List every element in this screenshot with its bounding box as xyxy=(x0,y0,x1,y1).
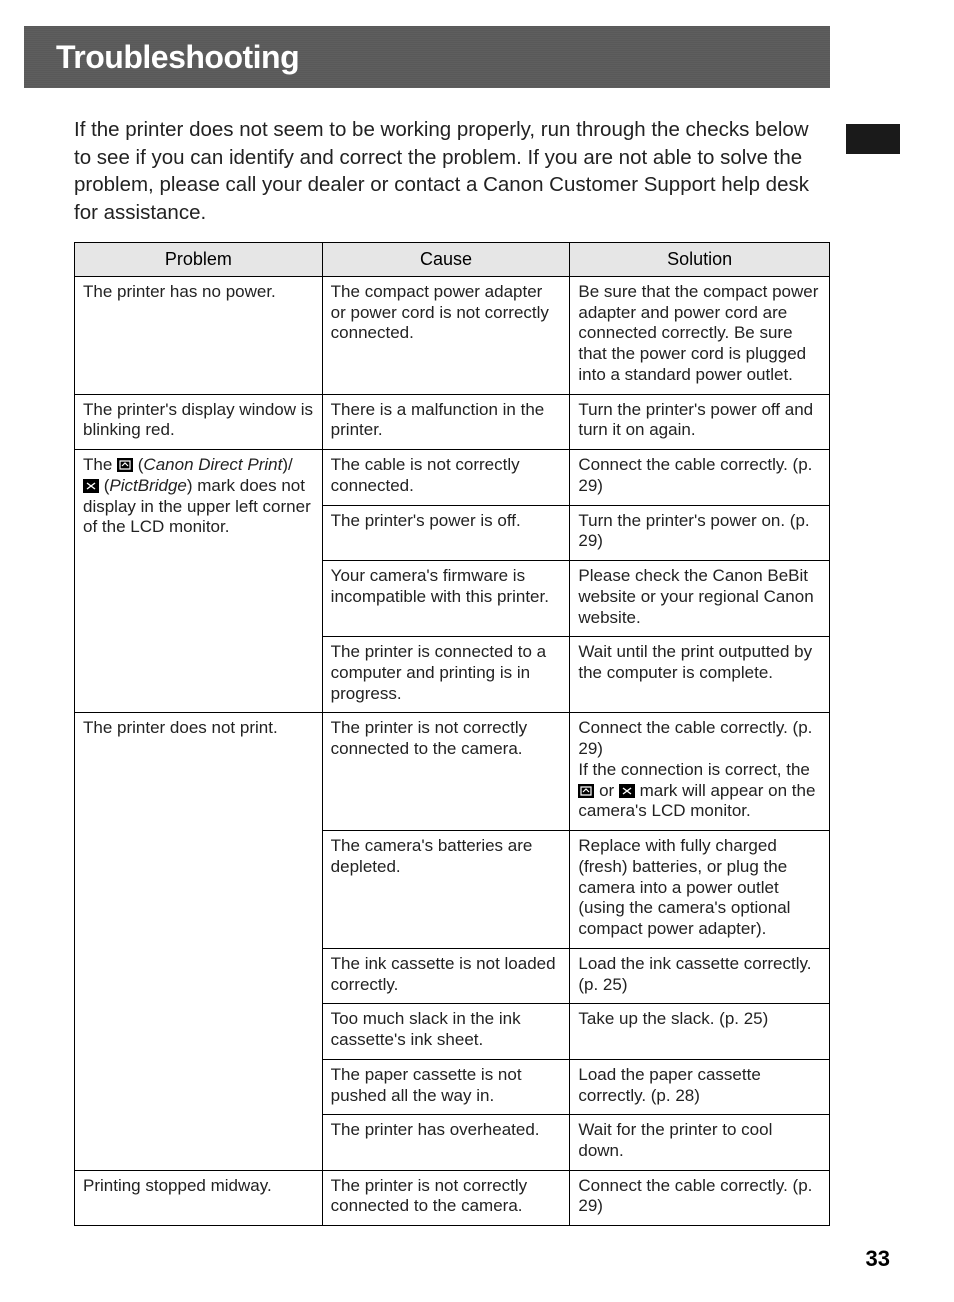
cell-solution: Connect the cable correctly. (p. 29) If … xyxy=(570,713,830,831)
cell-solution: Please check the Canon BeBit website or … xyxy=(570,561,830,637)
cell-solution: Connect the cable correctly. (p. 29) xyxy=(570,1170,830,1225)
cell-cause: There is a malfunction in the printer. xyxy=(322,394,570,449)
section-header: Troubleshooting xyxy=(24,26,830,88)
cell-cause: The printer is connected to a computer a… xyxy=(322,637,570,713)
cell-solution: Be sure that the compact power adapter a… xyxy=(570,277,830,395)
cell-cause: The ink cassette is not loaded correctly… xyxy=(322,948,570,1003)
cell-solution: Load the paper cassette correctly. (p. 2… xyxy=(570,1059,830,1114)
cell-cause: Your camera's firmware is incompatible w… xyxy=(322,561,570,637)
cell-cause: The printer has overheated. xyxy=(322,1115,570,1170)
text: Connect the cable correctly. (p. 29) If … xyxy=(578,718,812,778)
header-solution: Solution xyxy=(570,243,830,277)
text: PictBridge xyxy=(109,476,186,495)
direct-print-icon xyxy=(117,458,133,472)
intro-paragraph: If the printer does not seem to be worki… xyxy=(74,116,814,227)
cell-cause: The printer is not correctly connected t… xyxy=(322,713,570,831)
text: ( xyxy=(133,455,143,474)
table-header-row: Problem Cause Solution xyxy=(75,243,830,277)
cell-solution: Turn the printer's power off and turn it… xyxy=(570,394,830,449)
table-row: The (Canon Direct Print)/ (PictBridge) m… xyxy=(75,450,830,505)
text: )/ xyxy=(282,455,292,474)
cell-problem: The printer's display window is blinking… xyxy=(75,394,323,449)
cell-problem: Printing stopped midway. xyxy=(75,1170,323,1225)
table-row: Printing stopped midway. The printer is … xyxy=(75,1170,830,1225)
cell-cause: Too much slack in the ink cassette's ink… xyxy=(322,1004,570,1059)
cell-solution: Connect the cable correctly. (p. 29) xyxy=(570,450,830,505)
header-cause: Cause xyxy=(322,243,570,277)
table-row: The printer's display window is blinking… xyxy=(75,394,830,449)
cell-solution: Wait until the print outputted by the co… xyxy=(570,637,830,713)
page-edge-tab xyxy=(846,124,900,154)
section-title: Troubleshooting xyxy=(56,39,299,76)
cell-solution: Replace with fully charged (fresh) batte… xyxy=(570,831,830,949)
text: or xyxy=(594,781,619,800)
direct-print-icon xyxy=(578,784,594,798)
cell-cause: The camera's batteries are depleted. xyxy=(322,831,570,949)
pictbridge-icon xyxy=(619,784,635,798)
cell-solution: Wait for the printer to cool down. xyxy=(570,1115,830,1170)
text: Canon Direct Print xyxy=(143,455,282,474)
cell-cause: The cable is not correctly connected. xyxy=(322,450,570,505)
text: The xyxy=(83,455,117,474)
cell-problem: The (Canon Direct Print)/ (PictBridge) m… xyxy=(75,450,323,713)
cell-cause: The paper cassette is not pushed all the… xyxy=(322,1059,570,1114)
page-number: 33 xyxy=(866,1246,890,1272)
cell-problem: The printer has no power. xyxy=(75,277,323,395)
cell-solution: Load the ink cassette correctly. (p. 25) xyxy=(570,948,830,1003)
table-row: The printer has no power. The compact po… xyxy=(75,277,830,395)
cell-cause: The printer is not correctly connected t… xyxy=(322,1170,570,1225)
text: ( xyxy=(99,476,109,495)
cell-solution: Turn the printer's power on. (p. 29) xyxy=(570,505,830,560)
cell-cause: The compact power adapter or power cord … xyxy=(322,277,570,395)
cell-cause: The printer's power is off. xyxy=(322,505,570,560)
cell-solution: Take up the slack. (p. 25) xyxy=(570,1004,830,1059)
header-problem: Problem xyxy=(75,243,323,277)
table-row: The printer does not print. The printer … xyxy=(75,713,830,831)
cell-problem: The printer does not print. xyxy=(75,713,323,1170)
pictbridge-icon xyxy=(83,479,99,493)
troubleshooting-table: Problem Cause Solution The printer has n… xyxy=(74,242,830,1226)
